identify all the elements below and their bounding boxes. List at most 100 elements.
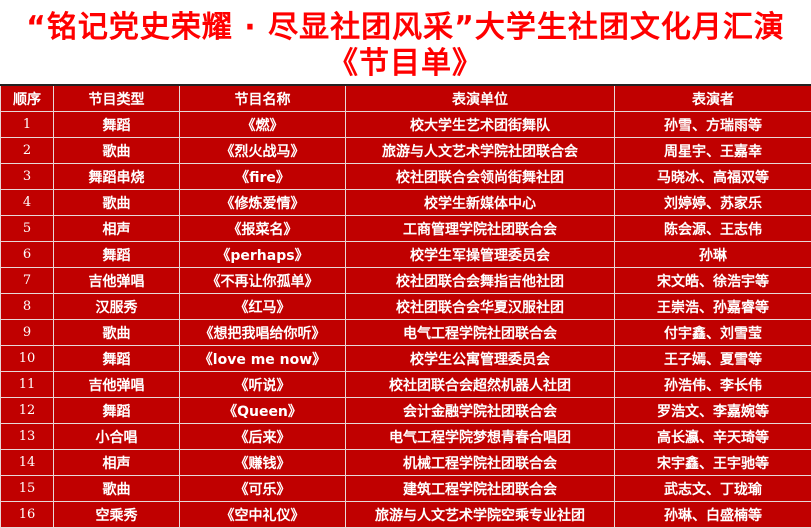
type-cell: 歌曲	[54, 476, 180, 502]
program-name-cell: 《想把我唱给你听》	[180, 320, 346, 346]
unit-cell: 电气工程学院社团联合会	[346, 320, 615, 346]
unit-cell: 校大学生艺术团街舞队	[346, 112, 615, 138]
unit-cell: 机械工程学院社团联合会	[346, 450, 615, 476]
performer-cell: 刘婷婷、苏家乐	[615, 190, 811, 216]
program-name-cell: 《可乐》	[180, 476, 346, 502]
performer-cell: 王崇浩、孙嘉睿等	[615, 294, 811, 320]
column-header-type: 节目类型	[54, 85, 180, 112]
unit-cell: 电气工程学院梦想青春合唱团	[346, 424, 615, 450]
order-cell: 15	[1, 476, 54, 502]
performer-cell: 宋文皓、徐浩宇等	[615, 268, 811, 294]
type-cell: 吉他弹唱	[54, 268, 180, 294]
type-cell: 歌曲	[54, 190, 180, 216]
performer-cell: 孙雪、方瑞雨等	[615, 112, 811, 138]
unit-cell: 旅游与人文艺术学院社团联合会	[346, 138, 615, 164]
type-cell: 小合唱	[54, 424, 180, 450]
type-cell: 相声	[54, 450, 180, 476]
type-cell: 舞蹈	[54, 112, 180, 138]
page-title: “铭记党史荣耀 · 尽显社团风采”大学生社团文化月汇演	[0, 10, 811, 46]
unit-cell: 校社团联合会超然机器人社团	[346, 372, 615, 398]
unit-cell: 会计金融学院社团联合会	[346, 398, 615, 424]
order-cell: 14	[1, 450, 54, 476]
unit-cell: 校学生新媒体中心	[346, 190, 615, 216]
order-cell: 13	[1, 424, 54, 450]
performer-cell: 周星宇、王嘉幸	[615, 138, 811, 164]
performer-cell: 罗浩文、李嘉婉等	[615, 398, 811, 424]
type-cell: 相声	[54, 216, 180, 242]
table-header-row: 顺序 节目类型 节目名称 表演单位 表演者	[1, 85, 811, 112]
order-cell: 5	[1, 216, 54, 242]
type-cell: 歌曲	[54, 320, 180, 346]
order-cell: 3	[1, 164, 54, 190]
order-cell: 4	[1, 190, 54, 216]
program-name-cell: 《love me now》	[180, 346, 346, 372]
program-name-cell: 《Queen》	[180, 398, 346, 424]
program-name-cell: 《燃》	[180, 112, 346, 138]
type-cell: 舞蹈	[54, 398, 180, 424]
column-header-order: 顺序	[1, 85, 54, 112]
unit-cell: 建筑工程学院社团联合会	[346, 476, 615, 502]
performer-cell: 孙琳、白盛楠等	[615, 502, 811, 528]
unit-cell: 校社团联合会领尚街舞社团	[346, 164, 615, 190]
order-cell: 16	[1, 502, 54, 528]
type-cell: 歌曲	[54, 138, 180, 164]
unit-cell: 旅游与人文艺术学院空乘专业社团	[346, 502, 615, 528]
performer-cell: 孙浩伟、李长伟	[615, 372, 811, 398]
type-cell: 舞蹈	[54, 346, 180, 372]
program-name-cell: 《空中礼仪》	[180, 502, 346, 528]
program-name-cell: 《报菜名》	[180, 216, 346, 242]
column-header-unit: 表演单位	[346, 85, 615, 112]
program-name-cell: 《perhaps》	[180, 242, 346, 268]
program-name-cell: 《fire》	[180, 164, 346, 190]
program-name-cell: 《红马》	[180, 294, 346, 320]
type-cell: 舞蹈串烧	[54, 164, 180, 190]
type-cell: 舞蹈	[54, 242, 180, 268]
performer-cell: 王子嫣、夏雪等	[615, 346, 811, 372]
type-cell: 吉他弹唱	[54, 372, 180, 398]
performer-cell: 陈会源、王志伟	[615, 216, 811, 242]
performer-cell: 高长瀛、辛天琦等	[615, 424, 811, 450]
unit-cell: 工商管理学院社团联合会	[346, 216, 615, 242]
program-name-cell: 《不再让你孤单》	[180, 268, 346, 294]
order-cell: 11	[1, 372, 54, 398]
order-cell: 12	[1, 398, 54, 424]
performer-cell: 武志文、丁珑瑜	[615, 476, 811, 502]
order-cell: 2	[1, 138, 54, 164]
performer-cell: 马晓冰、高福双等	[615, 164, 811, 190]
unit-cell: 校学生军操管理委员会	[346, 242, 615, 268]
order-cell: 10	[1, 346, 54, 372]
program-name-cell: 《后来》	[180, 424, 346, 450]
type-cell: 空乘秀	[54, 502, 180, 528]
program-name-cell: 《听说》	[180, 372, 346, 398]
program-name-cell: 《赚钱》	[180, 450, 346, 476]
column-header-name: 节目名称	[180, 85, 346, 112]
order-cell: 8	[1, 294, 54, 320]
unit-cell: 校社团联合会舞指吉他社团	[346, 268, 615, 294]
performer-cell: 孙琳	[615, 242, 811, 268]
performer-cell: 宋宇鑫、王宇驰等	[615, 450, 811, 476]
type-cell: 汉服秀	[54, 294, 180, 320]
program-name-cell: 《修炼爱情》	[180, 190, 346, 216]
order-cell: 1	[1, 112, 54, 138]
program-name-cell: 《烈火战马》	[180, 138, 346, 164]
order-cell: 9	[1, 320, 54, 346]
order-cell: 6	[1, 242, 54, 268]
page-subtitle: 《节目单》	[0, 46, 811, 82]
unit-cell: 校学生公寓管理委员会	[346, 346, 615, 372]
